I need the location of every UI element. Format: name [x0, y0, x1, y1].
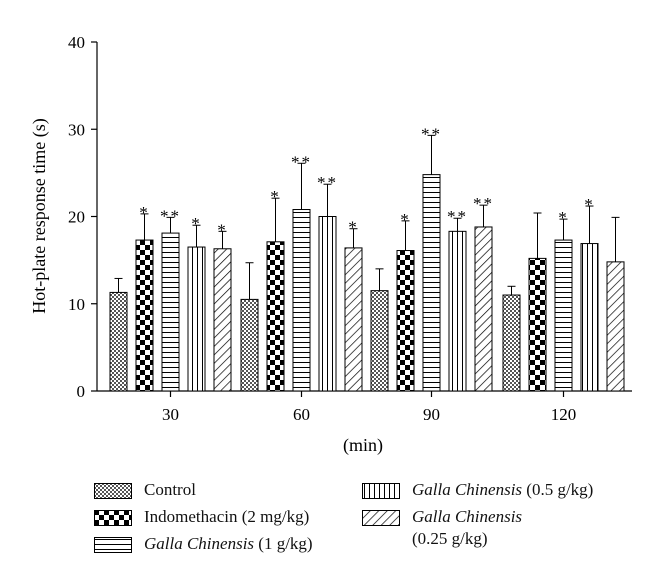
swatch-hlines — [94, 537, 132, 553]
legend-galla-name: Galla Chinensis — [412, 480, 523, 499]
legend-galla-name: Galla Chinensis — [144, 534, 255, 553]
x-tick-label: 90 — [423, 405, 440, 424]
significance-mark: * — [139, 203, 150, 222]
legend-label-galla-05: Galla Chinensis (0.5 g/kg) — [412, 479, 593, 501]
legend-item-control: Control — [94, 479, 196, 501]
significance-mark: * — [270, 187, 281, 206]
bar — [135, 239, 154, 392]
y-tick-label: 30 — [68, 120, 85, 139]
legend-dose-1: (1 g/kg) — [258, 534, 313, 553]
bar — [580, 243, 599, 392]
swatch-checker — [94, 510, 132, 526]
significance-mark: * — [558, 208, 569, 227]
legend-item-galla-05: Galla Chinensis (0.5 g/kg) — [362, 479, 593, 501]
bar — [318, 216, 337, 392]
legend-label-galla-1: Galla Chinensis (1 g/kg) — [144, 533, 313, 555]
bar — [370, 290, 389, 392]
significance-mark: * — [400, 210, 411, 229]
significance-mark: * — [217, 220, 228, 239]
swatch-vlines — [362, 483, 400, 499]
significance-mark: ** — [421, 124, 442, 143]
bar — [474, 226, 493, 392]
bar — [554, 239, 573, 392]
legend-galla-name: Galla Chinensis — [412, 507, 523, 526]
legend-dose-05: (0.5 g/kg) — [526, 480, 594, 499]
bar — [606, 261, 625, 392]
legend-label-indomethacin: Indomethacin (2 mg/kg) — [144, 507, 310, 526]
bar — [240, 298, 259, 392]
x-axis-title: (min) — [343, 435, 383, 456]
y-tick-label: 40 — [68, 33, 85, 52]
significance-mark: ** — [447, 207, 468, 226]
y-tick-label: 0 — [77, 382, 86, 401]
x-tick-label: 30 — [162, 405, 179, 424]
legend-item-galla-025: Galla Chinensis (0.25 g/kg) — [362, 506, 522, 550]
bar — [422, 174, 441, 392]
legend-label-control: Control — [144, 480, 196, 499]
bar — [292, 209, 311, 392]
bar — [502, 294, 521, 392]
significance-mark: * — [584, 195, 595, 214]
y-tick-label: 10 — [68, 295, 85, 314]
bar — [213, 248, 232, 392]
bar — [344, 247, 363, 392]
swatch-crosshatch — [94, 483, 132, 499]
legend-dose-025: (0.25 g/kg) — [412, 529, 488, 548]
bar — [161, 232, 180, 392]
significance-mark: ** — [291, 152, 312, 171]
bar — [187, 246, 206, 392]
bar — [528, 257, 547, 392]
bar — [396, 250, 415, 392]
x-tick-label: 120 — [551, 405, 577, 424]
bar — [448, 230, 467, 392]
significance-mark: ** — [473, 194, 494, 213]
legend-item-galla-1: Galla Chinensis (1 g/kg) — [94, 533, 313, 555]
significance-mark: ** — [160, 206, 181, 225]
significance-mark: * — [191, 214, 202, 233]
significance-mark: * — [348, 218, 359, 237]
bar — [109, 291, 128, 392]
y-axis-title: Hot-plate response time (s) — [29, 118, 50, 313]
y-tick-label: 20 — [68, 208, 85, 227]
swatch-diagonal — [362, 510, 400, 526]
significance-mark: ** — [317, 173, 338, 192]
legend-item-indomethacin: Indomethacin (2 mg/kg) — [94, 506, 309, 528]
x-tick-label: 60 — [293, 405, 310, 424]
legend-label-galla-025: Galla Chinensis (0.25 g/kg) — [412, 506, 522, 550]
bar — [266, 241, 285, 392]
